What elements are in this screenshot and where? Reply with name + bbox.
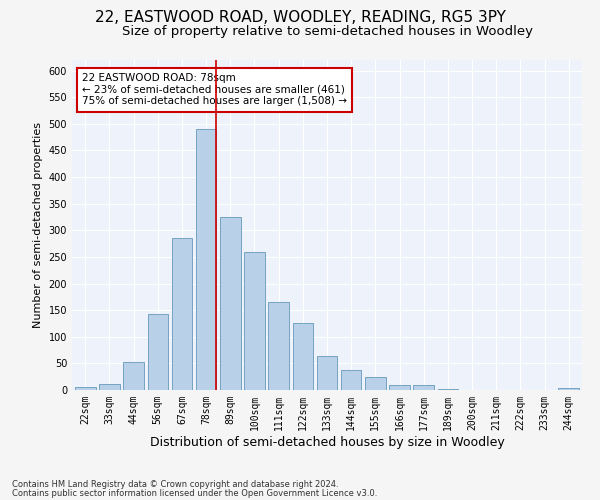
- Bar: [75, 388, 95, 390]
- Text: Contains HM Land Registry data © Crown copyright and database right 2024.: Contains HM Land Registry data © Crown c…: [12, 480, 338, 489]
- Bar: [293, 324, 313, 390]
- Bar: [413, 384, 434, 390]
- Bar: [317, 356, 337, 390]
- X-axis label: Distribution of semi-detached houses by size in Woodley: Distribution of semi-detached houses by …: [149, 436, 505, 448]
- Bar: [389, 384, 410, 390]
- Y-axis label: Number of semi-detached properties: Number of semi-detached properties: [33, 122, 43, 328]
- Text: 22, EASTWOOD ROAD, WOODLEY, READING, RG5 3PY: 22, EASTWOOD ROAD, WOODLEY, READING, RG5…: [95, 10, 505, 25]
- Bar: [220, 217, 241, 390]
- Bar: [244, 252, 265, 390]
- Bar: [341, 370, 361, 390]
- Bar: [172, 238, 192, 390]
- Bar: [437, 389, 458, 390]
- Text: 22 EASTWOOD ROAD: 78sqm
← 23% of semi-detached houses are smaller (461)
75% of s: 22 EASTWOOD ROAD: 78sqm ← 23% of semi-de…: [82, 73, 347, 106]
- Bar: [196, 129, 217, 390]
- Bar: [148, 314, 168, 390]
- Bar: [559, 388, 579, 390]
- Bar: [268, 302, 289, 390]
- Bar: [365, 377, 386, 390]
- Text: Contains public sector information licensed under the Open Government Licence v3: Contains public sector information licen…: [12, 488, 377, 498]
- Bar: [124, 362, 144, 390]
- Bar: [99, 384, 120, 390]
- Title: Size of property relative to semi-detached houses in Woodley: Size of property relative to semi-detach…: [121, 25, 533, 38]
